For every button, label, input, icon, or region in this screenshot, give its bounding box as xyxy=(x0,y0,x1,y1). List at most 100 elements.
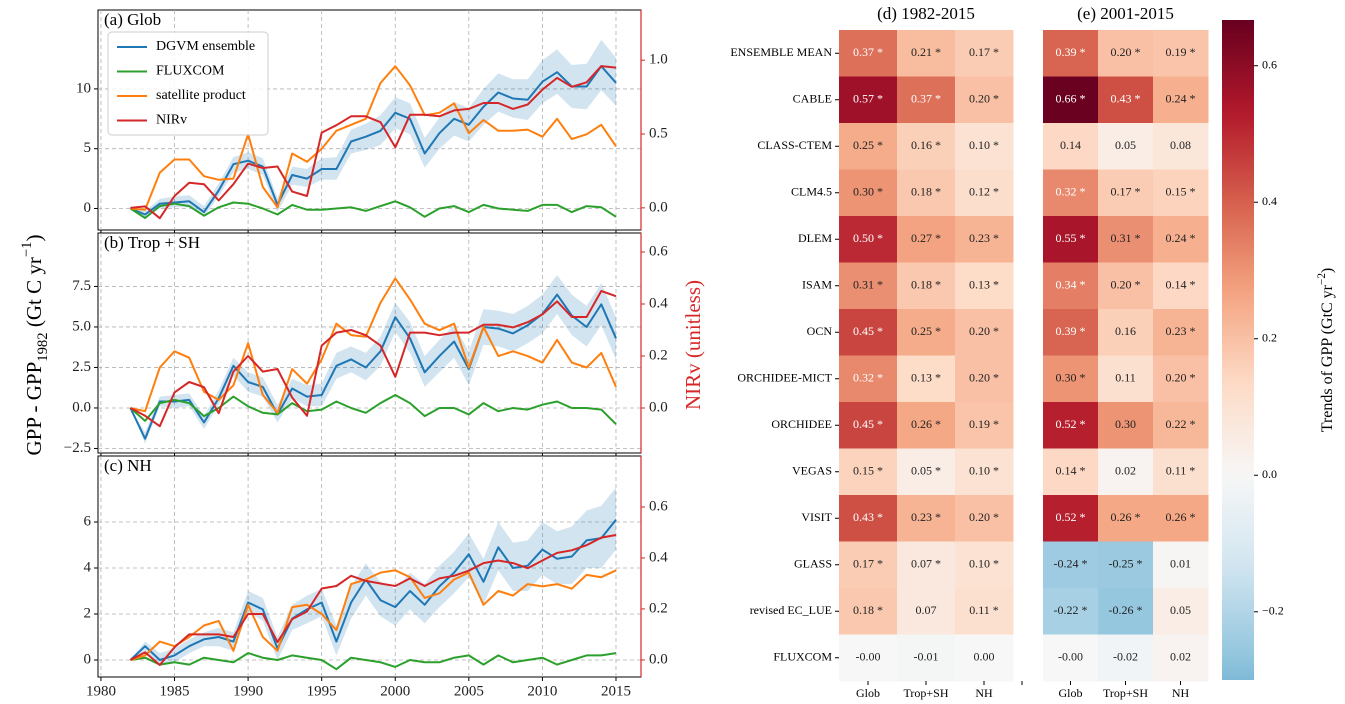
cell-label: 0.30 * xyxy=(1056,371,1086,385)
heatmap-cell xyxy=(1098,76,1154,124)
cell-label: 0.39 * xyxy=(1056,45,1086,59)
cell-label: 0.52 * xyxy=(1056,510,1086,524)
heatmap-cell xyxy=(839,448,898,496)
cell-label: -0.00 xyxy=(1058,650,1083,664)
cell-label: 0.26 * xyxy=(1111,510,1141,524)
heatmap-cell xyxy=(1153,448,1209,496)
panel-title: (e) 2001-2015 xyxy=(1077,4,1174,23)
y-tick-label: 5 xyxy=(84,140,92,156)
cell-label: 0.19 * xyxy=(1166,45,1196,59)
cell-label: 0.26 * xyxy=(911,417,941,431)
y2-tick-label: 0.4 xyxy=(649,295,668,311)
heatmap-cell xyxy=(897,309,956,356)
colorbar-label: Trends of GPP (GtC yr−2) xyxy=(1316,268,1336,433)
heatmap-cell xyxy=(955,309,1014,356)
cell-label: -0.24 * xyxy=(1054,557,1088,571)
heatmap-cell xyxy=(1153,402,1209,449)
cell-label: 0.66 * xyxy=(1056,92,1086,106)
cell-label: 0.17 * xyxy=(969,45,999,59)
heatmap-cell xyxy=(839,262,898,310)
cell-label: -0.00 xyxy=(856,650,881,664)
heatmap-cell xyxy=(1098,495,1154,542)
heatmap-cell xyxy=(955,216,1014,263)
heatmap-cell xyxy=(1098,402,1154,449)
heatmap-cell xyxy=(1043,216,1099,263)
heatmap-cell xyxy=(1043,309,1099,356)
x-tick-label: 2015 xyxy=(601,683,631,699)
cell-label: 0.32 * xyxy=(1056,185,1086,199)
row-label: CLM4.5 xyxy=(791,185,832,199)
cell-label: 0.21 * xyxy=(911,45,941,59)
cell-label: -0.26 * xyxy=(1109,603,1143,617)
cell-label: 0.20 * xyxy=(969,324,999,338)
heatmap-cell xyxy=(897,495,956,542)
panel-title: (a) Glob xyxy=(104,10,161,29)
y-tick-label: 0.0 xyxy=(72,399,91,415)
cell-label: 0.45 * xyxy=(853,324,883,338)
y2-axis-label: NIRv (unitless) xyxy=(681,280,705,410)
cell-label: 0.50 * xyxy=(853,231,883,245)
heatmap-cell xyxy=(1043,588,1099,635)
cell-label: 0.23 * xyxy=(1166,324,1196,338)
colorbar-label-part: −2 xyxy=(1316,273,1328,285)
column-label: Trop+SH xyxy=(903,686,948,700)
heatmap-cell xyxy=(1043,495,1099,542)
plot-frame xyxy=(97,455,642,678)
x-tick-label: 1995 xyxy=(307,683,337,699)
column-label: Glob xyxy=(856,686,880,700)
cell-label: 0.25 * xyxy=(853,138,883,152)
heatmap-cell xyxy=(839,30,898,77)
y2-tick-label: 0.4 xyxy=(649,549,668,565)
cell-label: 0.43 * xyxy=(853,510,883,524)
y-tick-label: 5.0 xyxy=(72,318,91,334)
cell-label: 0.55 * xyxy=(1056,231,1086,245)
cell-label: 0.23 * xyxy=(911,510,941,524)
heatmap-cell xyxy=(1043,355,1099,403)
heatmap-cell xyxy=(839,495,898,542)
y-tick-label: 10 xyxy=(76,80,91,96)
heatmap-cell xyxy=(1098,541,1154,589)
heatmap-cell xyxy=(1043,448,1099,496)
cell-label: 0.26 * xyxy=(1166,510,1196,524)
y2-tick-label: 0.6 xyxy=(649,498,668,514)
series-line xyxy=(129,394,617,425)
y2-tick-label: 0.0 xyxy=(649,651,668,667)
heatmap-cell xyxy=(955,355,1014,403)
series-line xyxy=(129,200,617,219)
heatmap-cell xyxy=(955,30,1014,77)
heatmap-cell xyxy=(1043,262,1099,310)
y2-tick-label: 0.5 xyxy=(649,125,668,141)
cell-label: 0.25 * xyxy=(911,324,941,338)
cell-label: 0.52 * xyxy=(1056,417,1086,431)
colorbar-label-part: Trends of GPP (GtC yr xyxy=(1319,284,1336,432)
legend-label: satellite product xyxy=(156,88,246,103)
cell-label: 0.05 xyxy=(1170,603,1191,617)
cell-label: 0.02 xyxy=(1115,464,1136,478)
cell-label: 0.22 * xyxy=(1166,417,1196,431)
cell-label: 0.13 * xyxy=(911,371,941,385)
row-label: FLUXCOM xyxy=(773,650,832,664)
heatmap-cell xyxy=(1043,541,1099,589)
y-axis-label-part: (Gt C yr xyxy=(22,257,46,332)
series-line xyxy=(129,534,617,666)
cell-label: 0.39 * xyxy=(1056,324,1086,338)
x-tick-label: 1985 xyxy=(160,683,190,699)
cell-label: 0.10 * xyxy=(969,557,999,571)
x-tick-label: 2000 xyxy=(380,683,410,699)
heatmap-cell xyxy=(1043,30,1099,77)
cell-label: 0.11 * xyxy=(1166,464,1196,478)
panel-title: (c) NH xyxy=(104,456,152,475)
row-label: CLASS-CTEM xyxy=(757,138,832,152)
column-label: NH xyxy=(975,686,993,700)
row-label: ORCHIDEE-MICT xyxy=(737,371,832,385)
heatmap-cell xyxy=(955,402,1014,449)
cell-label: 0.13 * xyxy=(969,278,999,292)
heatmap-cell xyxy=(897,169,956,217)
cell-label: 0.00 xyxy=(974,650,995,664)
series-line xyxy=(130,277,617,414)
heatmap-cell xyxy=(1153,634,1209,682)
cell-label: 0.01 xyxy=(1170,557,1191,571)
cell-label: 0.34 * xyxy=(1056,278,1086,292)
panel-title: (d) 1982-2015 xyxy=(877,4,975,23)
